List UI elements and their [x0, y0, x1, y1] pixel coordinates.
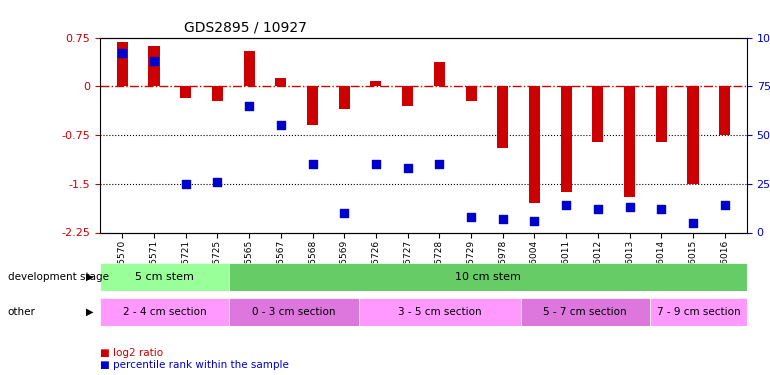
Bar: [276, 78, 286, 86]
Text: ■ percentile rank within the sample: ■ percentile rank within the sample: [100, 360, 289, 370]
Point: [718, 202, 731, 208]
Point: [434, 161, 446, 167]
FancyBboxPatch shape: [521, 298, 650, 326]
Bar: [339, 86, 350, 109]
Point: [465, 214, 477, 220]
Point: [306, 161, 319, 167]
Bar: [529, 86, 540, 203]
Text: 5 - 7 cm section: 5 - 7 cm section: [544, 307, 627, 317]
Point: [528, 218, 541, 224]
Point: [116, 50, 129, 56]
FancyBboxPatch shape: [100, 298, 229, 326]
Bar: [466, 86, 477, 100]
Point: [275, 122, 287, 128]
Bar: [370, 81, 381, 86]
Bar: [117, 42, 128, 86]
Point: [687, 220, 699, 226]
Text: 7 - 9 cm section: 7 - 9 cm section: [657, 307, 740, 317]
Text: 2 - 4 cm section: 2 - 4 cm section: [123, 307, 206, 317]
Point: [243, 103, 256, 109]
Bar: [212, 86, 223, 100]
Bar: [434, 62, 445, 86]
Text: 5 cm stem: 5 cm stem: [136, 272, 194, 282]
Text: 10 cm stem: 10 cm stem: [455, 272, 521, 282]
Point: [211, 179, 223, 185]
Text: other: other: [8, 307, 35, 317]
Bar: [402, 86, 413, 106]
Bar: [307, 86, 318, 125]
Bar: [592, 86, 604, 141]
Text: 3 - 5 cm section: 3 - 5 cm section: [398, 307, 481, 317]
FancyBboxPatch shape: [229, 262, 747, 291]
Point: [560, 202, 572, 208]
Text: ■ log2 ratio: ■ log2 ratio: [100, 348, 163, 357]
FancyBboxPatch shape: [359, 298, 521, 326]
Point: [179, 181, 192, 187]
Text: ▶: ▶: [86, 307, 94, 317]
Point: [655, 206, 668, 212]
Point: [401, 165, 413, 171]
Point: [370, 161, 382, 167]
Bar: [497, 86, 508, 148]
FancyBboxPatch shape: [100, 262, 229, 291]
Bar: [688, 86, 698, 184]
FancyBboxPatch shape: [650, 298, 747, 326]
Bar: [719, 86, 730, 135]
Text: development stage: development stage: [8, 272, 109, 282]
Bar: [180, 86, 191, 98]
FancyBboxPatch shape: [229, 298, 359, 326]
Bar: [149, 46, 159, 86]
Point: [497, 216, 509, 222]
Point: [624, 204, 636, 210]
Text: GDS2895 / 10927: GDS2895 / 10927: [184, 21, 307, 35]
Point: [338, 210, 350, 216]
Text: ▶: ▶: [86, 272, 94, 282]
Point: [591, 206, 604, 212]
Bar: [561, 86, 571, 192]
Bar: [243, 51, 255, 86]
Bar: [656, 86, 667, 141]
Bar: [624, 86, 635, 197]
Text: 0 - 3 cm section: 0 - 3 cm section: [253, 307, 336, 317]
Point: [148, 58, 160, 64]
